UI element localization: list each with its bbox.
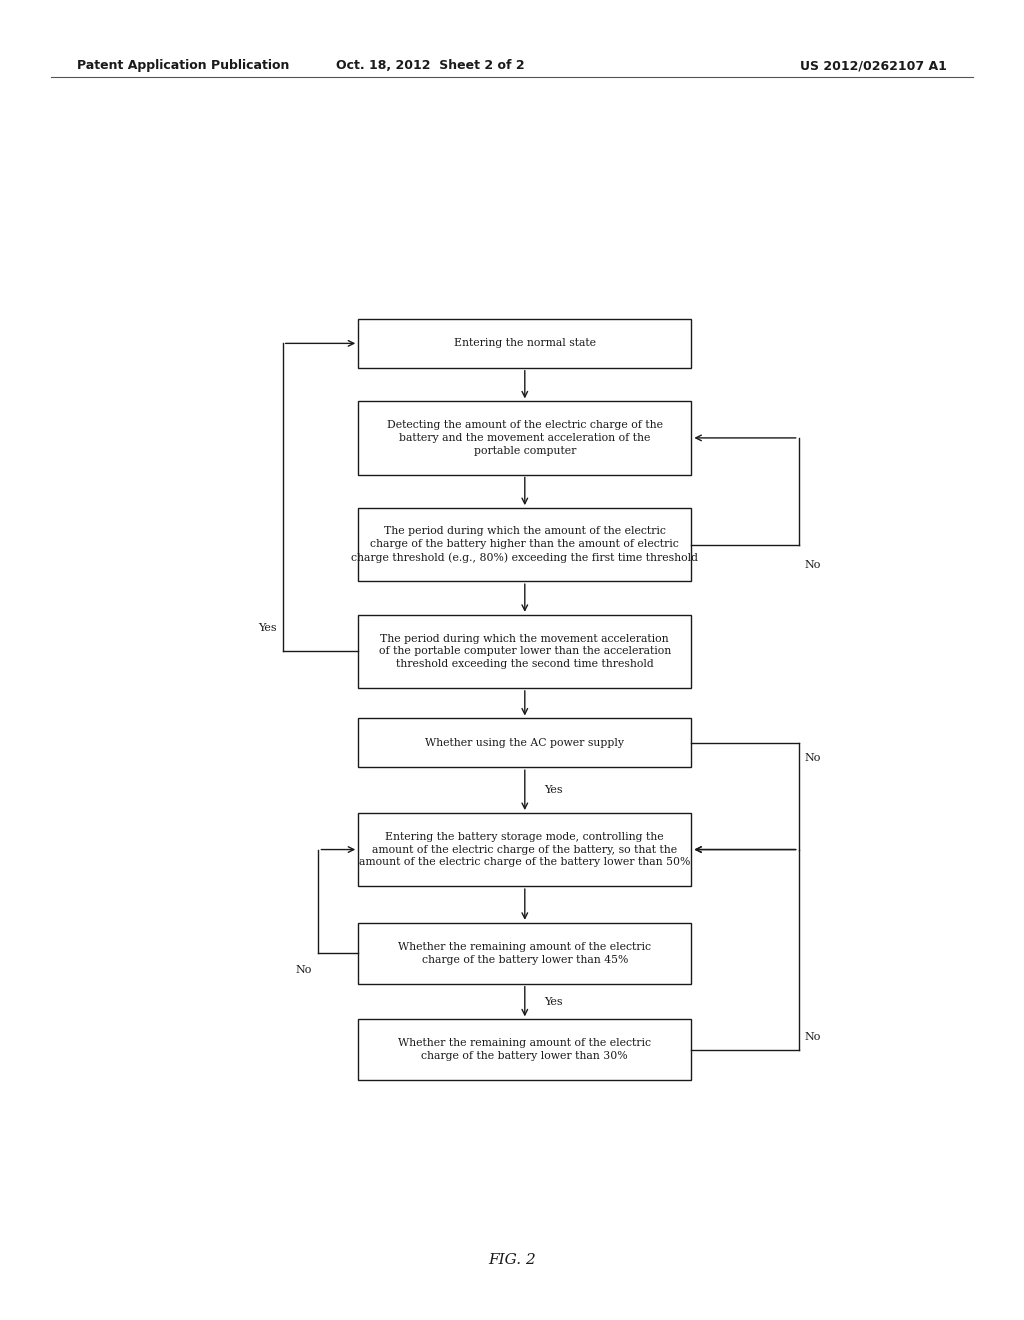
Text: Yes: Yes bbox=[545, 997, 563, 1007]
Bar bbox=[358, 718, 691, 767]
Text: No: No bbox=[296, 965, 312, 975]
Text: Whether the remaining amount of the electric
charge of the battery lower than 30: Whether the remaining amount of the elec… bbox=[398, 1039, 651, 1061]
Text: No: No bbox=[805, 752, 821, 763]
Text: Whether using the AC power supply: Whether using the AC power supply bbox=[425, 738, 625, 748]
Text: US 2012/0262107 A1: US 2012/0262107 A1 bbox=[801, 59, 947, 73]
Bar bbox=[358, 923, 691, 983]
Bar bbox=[358, 508, 691, 581]
Text: Whether the remaining amount of the electric
charge of the battery lower than 45: Whether the remaining amount of the elec… bbox=[398, 942, 651, 965]
Text: Oct. 18, 2012  Sheet 2 of 2: Oct. 18, 2012 Sheet 2 of 2 bbox=[336, 59, 524, 73]
Text: Detecting the amount of the electric charge of the
battery and the movement acce: Detecting the amount of the electric cha… bbox=[387, 420, 663, 455]
Text: FIG. 2: FIG. 2 bbox=[488, 1253, 536, 1267]
Bar bbox=[358, 319, 691, 368]
Text: Yes: Yes bbox=[258, 623, 276, 634]
Text: The period during which the amount of the electric
charge of the battery higher : The period during which the amount of th… bbox=[351, 527, 698, 562]
Text: No: No bbox=[805, 560, 821, 570]
Text: No: No bbox=[805, 1032, 821, 1041]
Text: Entering the normal state: Entering the normal state bbox=[454, 338, 596, 348]
Text: Patent Application Publication: Patent Application Publication bbox=[77, 59, 289, 73]
Bar bbox=[358, 813, 691, 886]
Bar bbox=[358, 615, 691, 688]
Text: Entering the battery storage mode, controlling the
amount of the electric charge: Entering the battery storage mode, contr… bbox=[359, 832, 690, 867]
Text: The period during which the movement acceleration
of the portable computer lower: The period during which the movement acc… bbox=[379, 634, 671, 669]
Bar bbox=[358, 1019, 691, 1080]
Text: Yes: Yes bbox=[545, 785, 563, 795]
Bar bbox=[358, 401, 691, 474]
